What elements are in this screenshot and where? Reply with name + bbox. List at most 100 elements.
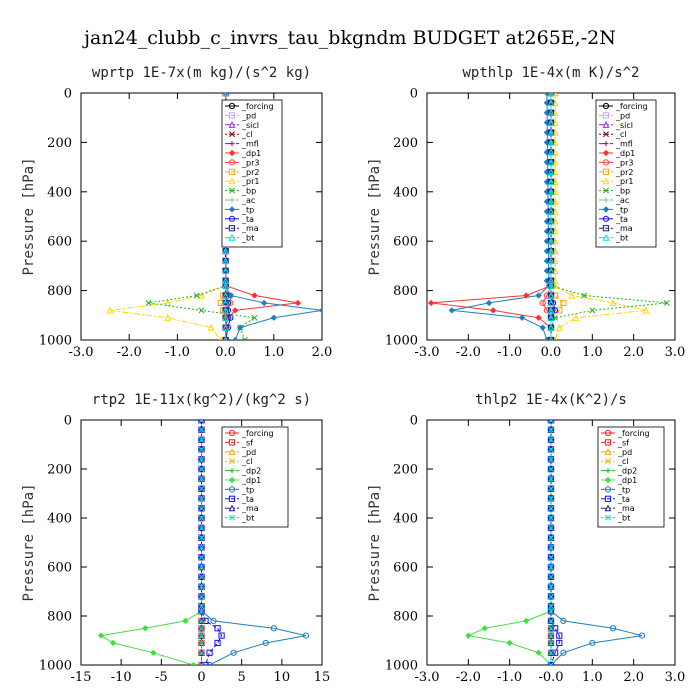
panel-2: wpthlp 1E-4x(m K)/s^2 Pressure [hPa] -3.0 -…: [367, 65, 685, 360]
series-point: [198, 515, 205, 521]
y-tick-label: 600: [393, 235, 418, 250]
legend-marker: [228, 112, 236, 119]
series-line-bp: [148, 93, 256, 340]
series-point: [251, 314, 258, 321]
series-point: [548, 524, 554, 531]
x-tick-label: 2.0: [623, 345, 644, 360]
series-group: [465, 420, 646, 665]
legend-marker: [602, 206, 610, 213]
series-point: [190, 661, 197, 665]
series-point: [318, 307, 322, 314]
legend-entry: _sicl: [241, 121, 259, 130]
series-point: [547, 553, 555, 561]
series-point: [270, 314, 277, 321]
series-point: [97, 632, 105, 639]
series-point: [198, 625, 205, 632]
series-point: [198, 307, 205, 314]
series-point: [535, 649, 542, 656]
legend-marker: [602, 112, 610, 119]
series-point: [548, 534, 554, 541]
legend-marker: [228, 206, 236, 213]
y-tick-label: 600: [47, 561, 72, 576]
legend-marker: [605, 458, 611, 465]
series-point: [560, 649, 567, 656]
series-point: [547, 617, 555, 624]
series-group: [97, 420, 310, 665]
x-tick-label: 1.0: [263, 345, 284, 360]
legend-entry: _pr2: [615, 168, 633, 177]
legend-entry: _forcing: [241, 102, 274, 111]
legend-marker: [229, 514, 235, 521]
series-point: [581, 292, 588, 299]
legend-marker: [602, 102, 610, 110]
legend-marker: [602, 159, 610, 166]
series-point: [241, 337, 248, 340]
series-point: [198, 593, 205, 600]
legend-entry: _bt: [615, 234, 628, 243]
series-point: [548, 475, 554, 482]
series-point: [589, 639, 596, 647]
series-point: [547, 158, 555, 166]
legend-entry: _ma: [615, 224, 633, 233]
series-point: [539, 324, 546, 331]
series-point: [222, 323, 230, 331]
series-point: [663, 299, 670, 306]
legend-marker: [604, 439, 612, 446]
series-point: [198, 436, 205, 443]
x-tick-label: 5: [238, 670, 246, 685]
series-point: [547, 99, 555, 106]
legend-entry: _dp1: [241, 149, 261, 158]
panel-3: rtp2 1E-11x(kg^2)/(kg^2 s) Pressure [hPa]…: [21, 392, 330, 685]
legend-marker: [228, 177, 236, 185]
series-point: [251, 292, 258, 299]
legend-marker: [602, 149, 610, 157]
legend-entry: _sicl: [615, 121, 633, 130]
series-point: [218, 632, 225, 639]
legend-entry: _ma: [241, 224, 259, 233]
series-point: [548, 649, 554, 656]
series-point: [547, 93, 555, 97]
series-point: [232, 336, 239, 340]
series-point: [182, 617, 189, 625]
legend: _forcing_pd_sicl_cl_mfl_dp1_pr3_pr2_pr1_…: [595, 99, 657, 248]
series-point: [302, 632, 310, 639]
panel-title: rtp2 1E-11x(kg^2)/(kg^2 s): [92, 392, 311, 408]
series-point: [547, 237, 555, 245]
series-point: [548, 583, 554, 590]
plot-frame: [80, 92, 323, 341]
legend: _forcing_pd_sicl_cl_mfl_dp1_pr3_pr2_pr1_…: [221, 99, 283, 248]
series-group: [106, 93, 322, 340]
series-point: [547, 291, 555, 299]
series-point: [198, 505, 205, 512]
legend-marker: [229, 458, 235, 465]
series-point: [262, 639, 269, 647]
series-point: [164, 314, 172, 321]
legend-entry: _dp1: [241, 476, 261, 485]
series-point: [164, 299, 172, 307]
x-tick-label: -2.0: [456, 345, 481, 360]
y-tick-label: 200: [393, 463, 418, 478]
legend-marker: [228, 429, 236, 437]
legend-entry: _forcing: [241, 429, 274, 438]
series-point: [198, 603, 205, 610]
legend: _forcing_sf_pd_cl_dp2_dp1_tp_ta_ma_bt: [597, 426, 665, 528]
series-point: [547, 435, 555, 443]
legend-marker: [228, 486, 236, 493]
series-point: [230, 649, 237, 656]
series-point: [198, 504, 205, 512]
series-point: [589, 307, 596, 314]
legend-entry: _pd: [241, 111, 256, 120]
legend-marker: [229, 141, 235, 147]
y-tick-label: 800: [393, 284, 418, 299]
series-point: [198, 456, 205, 463]
series-point: [142, 625, 149, 632]
legend-marker: [604, 476, 612, 484]
y-tick-label: 0: [64, 414, 72, 429]
series-point: [547, 178, 555, 186]
series-point: [560, 617, 567, 625]
series-point: [202, 661, 209, 665]
series-line-pr1: [109, 93, 227, 340]
legend-entry: _pr2: [241, 168, 259, 177]
series-point: [198, 475, 205, 482]
